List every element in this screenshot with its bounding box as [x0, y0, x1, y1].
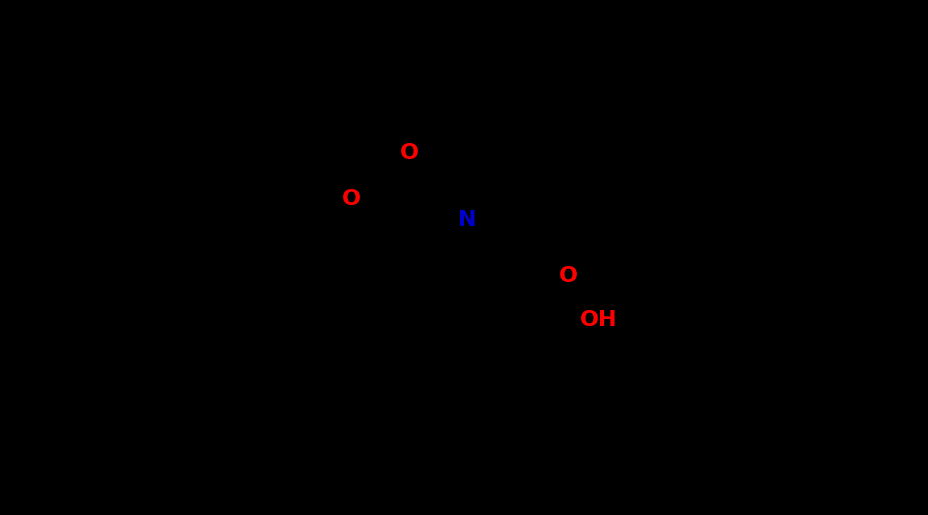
Text: N: N [457, 211, 475, 230]
Text: O: O [399, 143, 418, 163]
Text: OH: OH [579, 310, 617, 330]
Text: O: O [342, 189, 360, 209]
Text: O: O [559, 266, 577, 286]
